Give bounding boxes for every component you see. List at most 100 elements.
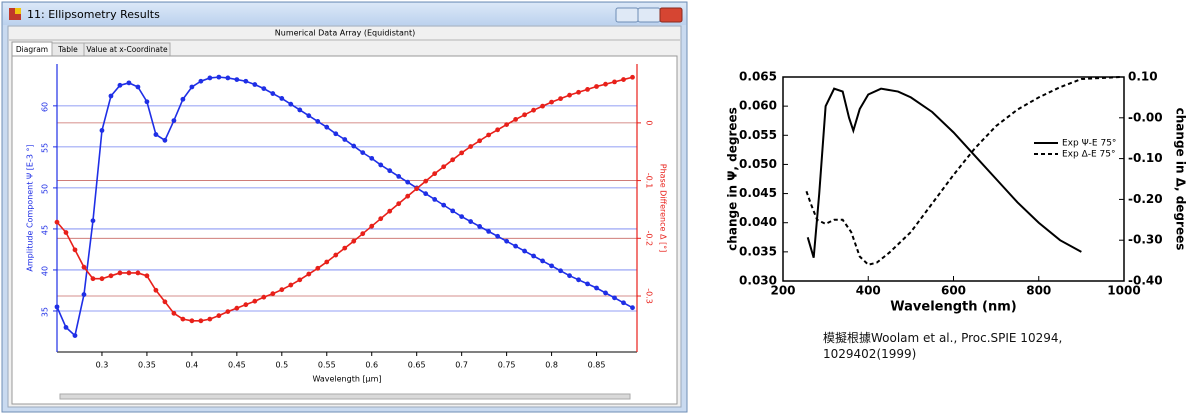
data-point bbox=[594, 285, 599, 291]
data-point bbox=[90, 218, 96, 224]
data-point bbox=[270, 291, 276, 297]
data-point bbox=[477, 224, 483, 229]
data-point bbox=[315, 265, 321, 271]
data-point bbox=[333, 131, 339, 137]
data-point bbox=[495, 127, 501, 133]
data-point bbox=[531, 107, 536, 113]
data-point bbox=[576, 277, 581, 283]
data-point bbox=[387, 168, 393, 174]
data-point bbox=[81, 292, 87, 297]
data-point bbox=[207, 75, 213, 81]
legend-label: Exp Δ-E 75° bbox=[1062, 150, 1116, 160]
data-point bbox=[504, 122, 510, 128]
data-point bbox=[531, 253, 536, 259]
data-point bbox=[522, 248, 527, 254]
data-point bbox=[180, 316, 186, 322]
x-tick-label: 0.6 bbox=[365, 361, 378, 370]
x-tick-label: 200 bbox=[770, 284, 795, 298]
y-axis-label: Amplitude Component Ψ [E-3 °] bbox=[26, 144, 35, 271]
data-point bbox=[144, 99, 150, 105]
data-point bbox=[198, 318, 204, 324]
x-tick-label: 0.75 bbox=[498, 361, 516, 370]
data-point bbox=[369, 223, 375, 229]
maximize-button[interactable] bbox=[637, 7, 661, 23]
x-axis-label: Wavelength [µm] bbox=[312, 375, 381, 384]
close-button[interactable] bbox=[659, 7, 683, 23]
data-point bbox=[90, 276, 96, 282]
y-tick-label: 50 bbox=[41, 184, 50, 194]
data-point bbox=[603, 81, 608, 87]
data-point bbox=[486, 132, 492, 138]
y-tick-label: 0.065 bbox=[739, 70, 777, 84]
data-point bbox=[135, 84, 141, 90]
data-point bbox=[288, 101, 294, 107]
y2-tick-label: 0.10 bbox=[1128, 70, 1158, 84]
caption: 模擬根據Woolam et al., Proc.SPIE 10294, 1029… bbox=[823, 331, 1063, 361]
data-point bbox=[72, 333, 78, 338]
data-point bbox=[414, 186, 420, 192]
tab-label[interactable]: Diagram bbox=[16, 45, 48, 54]
y2-tick-label: -0.2 bbox=[645, 230, 654, 246]
legend-label: Exp Ψ-E 75° bbox=[1062, 139, 1116, 149]
panel-header: Numerical Data Array (Equidistant) bbox=[275, 29, 415, 38]
data-point bbox=[378, 162, 384, 168]
data-point bbox=[612, 79, 617, 85]
data-point bbox=[54, 219, 60, 225]
data-point bbox=[216, 313, 222, 319]
data-point bbox=[234, 77, 240, 82]
data-point bbox=[513, 243, 519, 249]
data-point bbox=[54, 304, 60, 310]
data-point bbox=[225, 75, 231, 81]
data-point bbox=[468, 219, 474, 224]
minimize-button[interactable] bbox=[615, 7, 639, 23]
data-point bbox=[486, 228, 492, 234]
data-point bbox=[288, 282, 294, 288]
data-point bbox=[324, 124, 330, 130]
data-point bbox=[297, 107, 303, 113]
data-point bbox=[99, 276, 105, 282]
data-point bbox=[270, 91, 276, 96]
data-point bbox=[450, 208, 456, 214]
data-point bbox=[351, 238, 357, 244]
data-point bbox=[432, 171, 438, 177]
data-point bbox=[540, 103, 545, 109]
data-point bbox=[162, 137, 168, 143]
data-point bbox=[387, 208, 393, 214]
data-point bbox=[279, 287, 285, 293]
y-tick-label: 55 bbox=[41, 143, 50, 153]
data-point bbox=[558, 96, 563, 102]
x-tick-label: 600 bbox=[941, 284, 966, 298]
data-point bbox=[99, 128, 105, 133]
y-tick-label: 0.030 bbox=[739, 274, 777, 288]
tab-label[interactable]: Table bbox=[57, 45, 78, 54]
data-point bbox=[360, 150, 366, 156]
y2-tick-label: -0.3 bbox=[645, 288, 654, 304]
data-point bbox=[72, 247, 78, 253]
y2-tick-label: -0.1 bbox=[645, 173, 654, 189]
x-tick-label: 0.4 bbox=[186, 361, 199, 370]
data-point bbox=[495, 233, 501, 239]
x-tick-label: 0.3 bbox=[96, 361, 109, 370]
data-point bbox=[342, 245, 348, 251]
tab-label[interactable]: Value at x-Coordinate bbox=[86, 45, 168, 54]
app-icon-part bbox=[15, 8, 21, 14]
data-point bbox=[567, 273, 572, 279]
data-point bbox=[450, 157, 456, 163]
data-point bbox=[297, 277, 303, 283]
data-point bbox=[333, 252, 339, 258]
data-point bbox=[612, 295, 617, 301]
data-point bbox=[540, 258, 545, 264]
data-point bbox=[153, 287, 159, 293]
data-point bbox=[549, 99, 554, 105]
y-axis-label: change in Ψ, degrees bbox=[726, 107, 740, 251]
scrollbar[interactable] bbox=[59, 393, 631, 400]
title-bar bbox=[3, 3, 686, 25]
data-point bbox=[225, 309, 231, 314]
y2-tick-label: -0.30 bbox=[1128, 233, 1163, 247]
data-point bbox=[243, 78, 249, 84]
data-point bbox=[477, 138, 483, 144]
data-point bbox=[621, 300, 626, 306]
data-point bbox=[324, 259, 330, 265]
data-point bbox=[261, 86, 267, 92]
